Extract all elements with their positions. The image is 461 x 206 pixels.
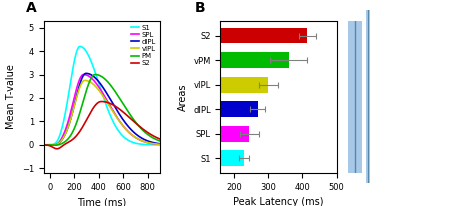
X-axis label: Peak Latency (ms): Peak Latency (ms) bbox=[233, 197, 324, 206]
S2 bbox=[92, 105, 97, 108]
S1 bbox=[131, 142, 137, 144]
PM bbox=[157, 140, 163, 142]
S2 bbox=[88, 112, 93, 114]
SPL bbox=[40, 144, 45, 146]
SPL bbox=[121, 125, 126, 128]
S1 bbox=[52, 143, 57, 145]
S2 bbox=[131, 121, 137, 123]
PM bbox=[92, 74, 97, 76]
Text: A: A bbox=[26, 0, 37, 14]
S1 bbox=[157, 144, 163, 146]
PM bbox=[121, 103, 126, 106]
vIPL bbox=[157, 143, 163, 146]
Bar bbox=[165, 77, 268, 92]
Legend: S1, SPL, dIPL, vIPL, PM, S2: S1, SPL, dIPL, vIPL, PM, S2 bbox=[130, 24, 156, 67]
S2 bbox=[99, 100, 104, 103]
SPL bbox=[92, 80, 97, 83]
dIPL bbox=[52, 144, 58, 146]
Bar bbox=[165, 52, 289, 68]
vIPL bbox=[92, 84, 97, 87]
S2 bbox=[54, 147, 59, 150]
S1 bbox=[77, 45, 83, 48]
vIPL bbox=[88, 81, 93, 83]
PM bbox=[131, 119, 137, 122]
Y-axis label: Mean T-value: Mean T-value bbox=[6, 64, 16, 129]
SPL bbox=[52, 144, 58, 146]
Bar bbox=[165, 28, 307, 43]
Text: B: B bbox=[195, 0, 206, 14]
PM bbox=[52, 144, 58, 146]
SPL bbox=[157, 143, 163, 146]
S1 bbox=[120, 135, 126, 138]
PM bbox=[40, 144, 45, 146]
S1 bbox=[134, 142, 139, 145]
dIPL bbox=[134, 133, 139, 136]
PM bbox=[134, 122, 139, 124]
PM bbox=[93, 73, 98, 76]
PM bbox=[88, 79, 93, 81]
SPL bbox=[50, 144, 56, 146]
SPL bbox=[81, 73, 86, 76]
vIPL bbox=[134, 137, 139, 139]
S2 bbox=[121, 111, 126, 114]
Line: PM: PM bbox=[42, 75, 160, 145]
dIPL bbox=[88, 73, 93, 76]
S1 bbox=[88, 58, 93, 60]
dIPL bbox=[157, 143, 163, 145]
vIPL bbox=[50, 144, 55, 146]
S2 bbox=[40, 144, 45, 146]
Line: S1: S1 bbox=[42, 46, 160, 145]
Line: dIPL: dIPL bbox=[42, 73, 160, 145]
X-axis label: Time (ms): Time (ms) bbox=[77, 197, 126, 206]
Bar bbox=[165, 150, 244, 166]
vIPL bbox=[82, 79, 88, 82]
dIPL bbox=[83, 72, 89, 75]
S1 bbox=[40, 144, 45, 146]
PM bbox=[52, 144, 57, 146]
SPL bbox=[88, 76, 93, 78]
S2 bbox=[52, 147, 57, 149]
dIPL bbox=[40, 144, 45, 146]
dIPL bbox=[51, 144, 56, 146]
vIPL bbox=[52, 144, 58, 146]
dIPL bbox=[121, 119, 126, 121]
S2 bbox=[157, 138, 163, 140]
S1 bbox=[92, 69, 97, 71]
vIPL bbox=[131, 135, 137, 138]
vIPL bbox=[121, 125, 126, 128]
Y-axis label: Areas: Areas bbox=[177, 83, 188, 111]
SPL bbox=[134, 137, 139, 139]
Bar bbox=[165, 126, 249, 142]
Line: SPL: SPL bbox=[42, 75, 160, 145]
Line: vIPL: vIPL bbox=[42, 80, 160, 145]
Line: S2: S2 bbox=[42, 102, 160, 149]
vIPL bbox=[40, 144, 45, 146]
S2 bbox=[134, 123, 139, 125]
Bar bbox=[165, 101, 258, 117]
dIPL bbox=[92, 76, 97, 78]
dIPL bbox=[131, 131, 137, 134]
SPL bbox=[131, 136, 137, 138]
